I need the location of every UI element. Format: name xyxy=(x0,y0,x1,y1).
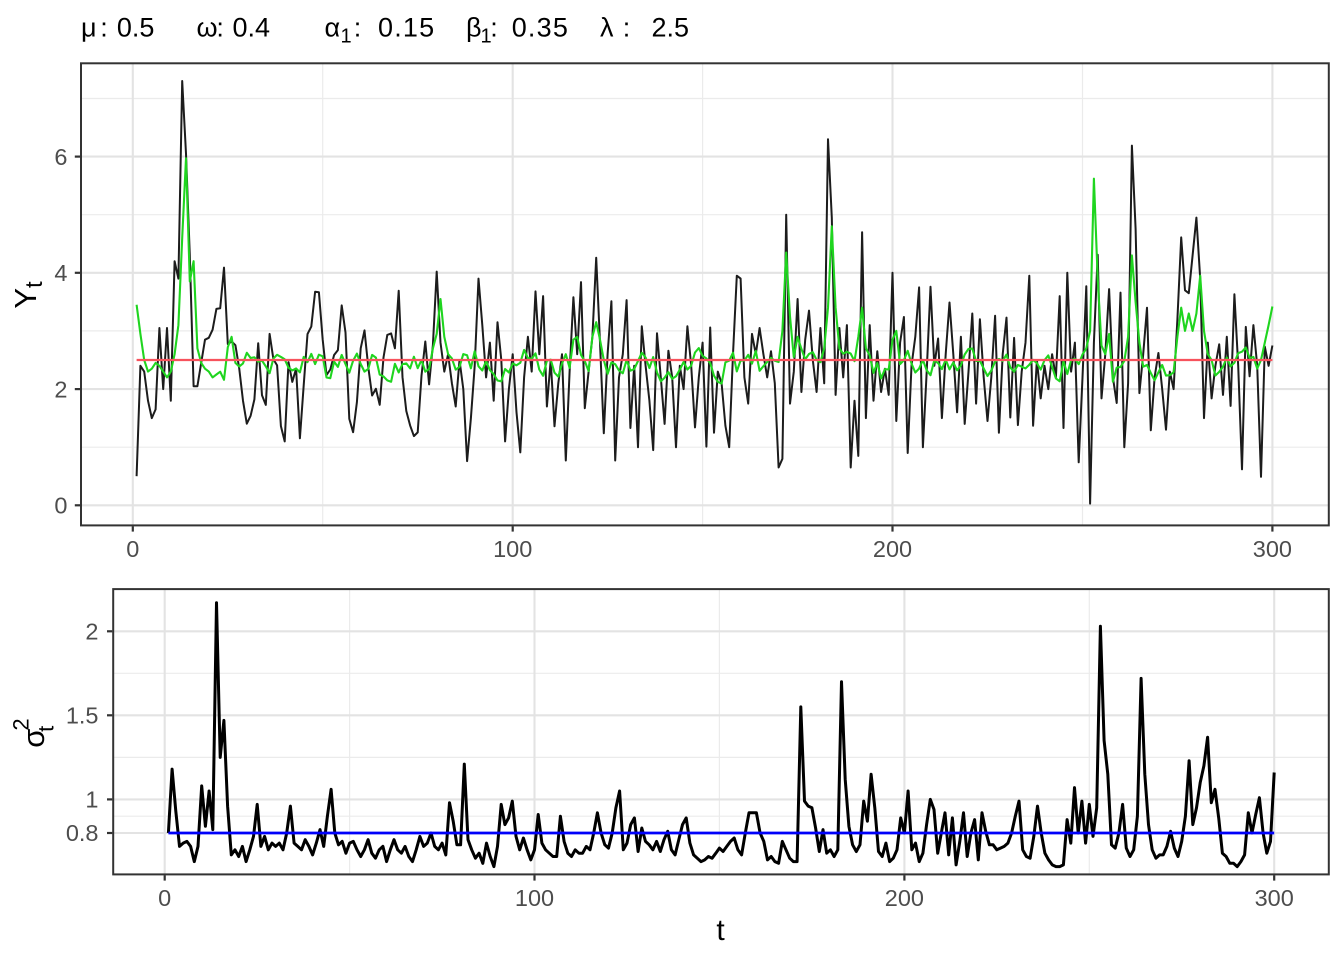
svg-text:0.8: 0.8 xyxy=(66,820,99,846)
svg-text:t: t xyxy=(716,914,725,947)
svg-text:200: 200 xyxy=(885,885,924,911)
svg-text:200: 200 xyxy=(873,536,912,562)
svg-text:0: 0 xyxy=(126,536,139,562)
svg-text:0: 0 xyxy=(54,493,67,519)
svg-text:300: 300 xyxy=(1253,536,1292,562)
svg-text:0: 0 xyxy=(158,885,171,911)
svg-text:100: 100 xyxy=(515,885,554,911)
svg-text:2: 2 xyxy=(85,619,98,645)
svg-text:1.5: 1.5 xyxy=(66,703,99,729)
svg-text:6: 6 xyxy=(54,144,67,170)
svg-text:2: 2 xyxy=(54,376,67,402)
svg-text:4: 4 xyxy=(54,260,67,286)
svg-text:100: 100 xyxy=(493,536,532,562)
svg-text:300: 300 xyxy=(1255,885,1294,911)
svg-text:1: 1 xyxy=(85,787,98,813)
